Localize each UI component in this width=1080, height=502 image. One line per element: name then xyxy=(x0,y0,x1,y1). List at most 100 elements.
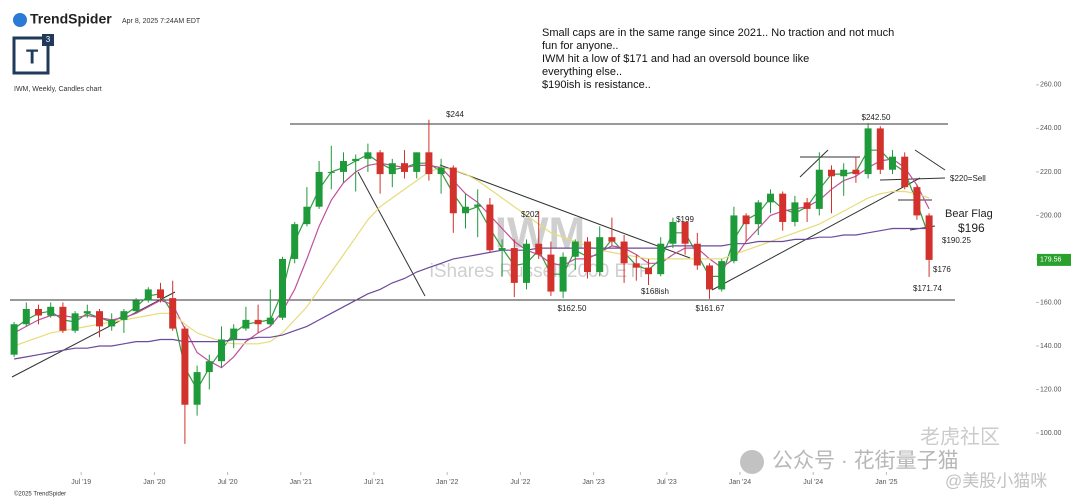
note-line: $190ish is resistance.. xyxy=(542,79,651,91)
x-tick-label: Jul '22 xyxy=(510,479,530,486)
y-tick-label: 200.00 xyxy=(1040,212,1062,219)
trendline xyxy=(357,171,426,297)
header: TrendSpider Apr 8, 2025 7:24AM EDT T 3 I… xyxy=(12,11,201,498)
candle-body xyxy=(803,202,811,209)
last-price-label: 179.56 xyxy=(1040,257,1062,264)
candle-body xyxy=(35,308,42,316)
candle-body xyxy=(279,258,286,318)
x-tick-label: Jan '21 xyxy=(290,479,312,486)
candle-body xyxy=(315,171,323,207)
candle-body xyxy=(510,248,518,283)
candle-body xyxy=(498,248,506,251)
trendlines xyxy=(10,123,955,378)
candle-body xyxy=(22,308,30,325)
candle-body xyxy=(71,313,79,331)
candle-body xyxy=(852,169,860,175)
candle-body xyxy=(815,169,823,209)
watermark: IWM iShares Russell 2000 ETF xyxy=(430,209,651,282)
annotation: $202 xyxy=(521,210,539,219)
candle-body xyxy=(413,152,421,172)
candle-body xyxy=(96,311,103,327)
timestamp: Apr 8, 2025 7:24AM EDT xyxy=(122,18,201,25)
x-tick-label: Jul '21 xyxy=(364,479,384,486)
x-tick-label: Jul '20 xyxy=(218,479,238,486)
candle-body xyxy=(620,241,628,264)
candle-body xyxy=(474,204,482,207)
trendline xyxy=(11,291,176,378)
candle-body xyxy=(693,243,701,266)
trendline xyxy=(914,149,946,171)
candle-body xyxy=(218,339,225,362)
y-tick-label: 120.00 xyxy=(1040,386,1062,393)
candle-body xyxy=(632,263,640,268)
trendline xyxy=(799,149,829,178)
plot: 100.00120.00140.00160.00180.00200.00220.… xyxy=(10,82,1071,486)
trendline xyxy=(711,177,921,291)
candle-body xyxy=(681,221,689,244)
candle-body xyxy=(925,215,933,260)
candle-body xyxy=(486,204,494,251)
candle-body xyxy=(559,256,567,292)
x-tick-label: Jan '23 xyxy=(582,479,604,486)
candle-body xyxy=(242,319,250,329)
x-tick-label: Jul '19 xyxy=(71,479,91,486)
candle-body xyxy=(547,254,555,292)
candle-body xyxy=(230,328,238,340)
logo-badge xyxy=(42,34,54,46)
candle-body xyxy=(352,158,360,162)
candle-body xyxy=(730,215,738,262)
note-line: Small caps are in the same range since 2… xyxy=(542,27,894,39)
annotation: $242.50 xyxy=(862,113,891,122)
x-tick-label: Jan '20 xyxy=(143,479,165,486)
candle-body xyxy=(864,128,872,175)
candle-body xyxy=(669,221,677,244)
candle-body xyxy=(132,300,140,312)
candle-body xyxy=(108,319,116,327)
brand: TrendSpider xyxy=(30,11,112,27)
watermark-name: iShares Russell 2000 ETF xyxy=(430,261,651,282)
candle-body xyxy=(144,289,152,301)
moving-average xyxy=(13,158,930,369)
candle-body xyxy=(779,193,787,222)
x-tick-label: Jul '24 xyxy=(803,479,823,486)
candle-body xyxy=(523,243,530,283)
candle-body xyxy=(718,261,726,290)
trendline xyxy=(439,164,691,259)
candle-body xyxy=(340,161,347,172)
candle-body xyxy=(901,156,909,188)
candle-body xyxy=(754,202,762,225)
moving-average xyxy=(13,227,930,360)
candle-body xyxy=(388,163,396,175)
logo-sup: 3 xyxy=(46,35,51,44)
chart-title: IWM, Weekly, Candles chart xyxy=(14,86,102,93)
candle-body xyxy=(706,265,713,290)
handle: @美股小猫咪 xyxy=(945,471,1047,490)
candle-body xyxy=(913,187,921,216)
note: Small caps are in the same range since 2… xyxy=(542,27,894,91)
moving-average xyxy=(13,166,930,347)
candle-body xyxy=(462,206,469,214)
annotation: $161.67 xyxy=(696,304,725,313)
y-tick-label: 160.00 xyxy=(1040,299,1062,306)
candle-body xyxy=(608,237,616,242)
annotation: $176 xyxy=(933,265,951,274)
annotation: $162.50 xyxy=(558,304,587,313)
candle-body xyxy=(742,215,750,225)
x-tick-label: Jan '24 xyxy=(729,479,751,486)
moving-average xyxy=(13,149,930,391)
candle-body xyxy=(449,167,457,214)
y-tick-label: 140.00 xyxy=(1040,343,1062,350)
candle-body xyxy=(657,243,665,275)
last-price-tag xyxy=(1037,253,1071,266)
annotation: $199 xyxy=(676,215,694,224)
candle-body xyxy=(83,311,91,314)
logo: T xyxy=(26,46,38,68)
candle-body xyxy=(181,328,189,405)
candle-body xyxy=(596,237,604,272)
annotation: $190.25 xyxy=(942,236,971,245)
candle-body xyxy=(889,156,896,170)
wechat-name: 公众号 · 花街量子猫 xyxy=(772,450,959,473)
candle-body xyxy=(303,206,311,225)
annotation: $171.74 xyxy=(913,284,942,293)
candle-body xyxy=(437,167,445,175)
